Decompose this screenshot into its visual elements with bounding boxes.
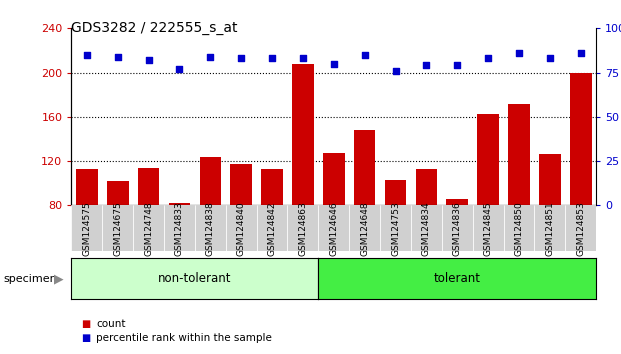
Text: specimen: specimen bbox=[3, 274, 57, 284]
Point bbox=[545, 56, 555, 61]
Point bbox=[391, 68, 401, 74]
Bar bbox=[230, 164, 252, 294]
FancyBboxPatch shape bbox=[504, 205, 535, 251]
Bar bbox=[107, 181, 129, 294]
Point bbox=[452, 63, 462, 68]
FancyBboxPatch shape bbox=[226, 205, 256, 251]
Point bbox=[82, 52, 92, 58]
FancyBboxPatch shape bbox=[102, 205, 133, 251]
Point bbox=[267, 56, 277, 61]
Point bbox=[483, 56, 493, 61]
Text: GDS3282 / 222555_s_at: GDS3282 / 222555_s_at bbox=[71, 21, 238, 35]
FancyBboxPatch shape bbox=[473, 205, 504, 251]
Text: GSM124863: GSM124863 bbox=[299, 201, 307, 256]
FancyBboxPatch shape bbox=[288, 205, 319, 251]
Point bbox=[422, 63, 432, 68]
Text: GSM124675: GSM124675 bbox=[113, 201, 122, 256]
Bar bbox=[385, 180, 406, 294]
Text: GSM124836: GSM124836 bbox=[453, 201, 462, 256]
Text: GSM124838: GSM124838 bbox=[206, 201, 215, 256]
Text: GSM124575: GSM124575 bbox=[83, 201, 91, 256]
FancyBboxPatch shape bbox=[565, 205, 596, 251]
Bar bbox=[261, 169, 283, 294]
Text: non-tolerant: non-tolerant bbox=[158, 272, 232, 285]
Text: GSM124646: GSM124646 bbox=[329, 201, 338, 256]
Text: GSM124851: GSM124851 bbox=[545, 201, 555, 256]
Bar bbox=[508, 104, 530, 294]
Point bbox=[329, 61, 339, 67]
FancyBboxPatch shape bbox=[411, 205, 442, 251]
Bar bbox=[138, 168, 160, 294]
FancyBboxPatch shape bbox=[380, 205, 411, 251]
Point bbox=[113, 54, 123, 59]
Bar bbox=[169, 203, 190, 294]
Text: GSM124840: GSM124840 bbox=[237, 201, 246, 256]
Bar bbox=[415, 169, 437, 294]
FancyBboxPatch shape bbox=[535, 205, 565, 251]
FancyBboxPatch shape bbox=[195, 205, 226, 251]
Bar bbox=[539, 154, 561, 294]
Point bbox=[236, 56, 246, 61]
FancyBboxPatch shape bbox=[442, 205, 473, 251]
Point bbox=[576, 50, 586, 56]
Point bbox=[360, 52, 369, 58]
Text: tolerant: tolerant bbox=[433, 272, 481, 285]
Text: GSM124753: GSM124753 bbox=[391, 201, 400, 256]
Text: GSM124748: GSM124748 bbox=[144, 201, 153, 256]
Text: GSM124842: GSM124842 bbox=[268, 201, 276, 256]
FancyBboxPatch shape bbox=[256, 205, 288, 251]
FancyBboxPatch shape bbox=[319, 205, 349, 251]
Text: GSM124648: GSM124648 bbox=[360, 201, 369, 256]
Point bbox=[514, 50, 524, 56]
FancyBboxPatch shape bbox=[133, 205, 164, 251]
Bar bbox=[76, 169, 97, 294]
FancyBboxPatch shape bbox=[71, 205, 102, 251]
Text: GSM124850: GSM124850 bbox=[514, 201, 524, 256]
FancyBboxPatch shape bbox=[349, 205, 380, 251]
Bar bbox=[354, 130, 376, 294]
Point bbox=[298, 56, 308, 61]
Point bbox=[143, 57, 153, 63]
Bar bbox=[446, 199, 468, 294]
Text: GSM124853: GSM124853 bbox=[576, 201, 585, 256]
Bar bbox=[199, 156, 221, 294]
Text: ■: ■ bbox=[81, 333, 90, 343]
Text: GSM124833: GSM124833 bbox=[175, 201, 184, 256]
Bar bbox=[478, 114, 499, 294]
Point bbox=[175, 66, 184, 72]
Text: ▶: ▶ bbox=[54, 272, 64, 285]
Bar bbox=[323, 153, 345, 294]
Text: GSM124834: GSM124834 bbox=[422, 201, 431, 256]
Text: GSM124845: GSM124845 bbox=[484, 201, 492, 256]
Bar bbox=[292, 64, 314, 294]
Text: percentile rank within the sample: percentile rank within the sample bbox=[96, 333, 272, 343]
FancyBboxPatch shape bbox=[164, 205, 195, 251]
Text: count: count bbox=[96, 319, 126, 329]
Point bbox=[206, 54, 215, 59]
Text: ■: ■ bbox=[81, 319, 90, 329]
Bar bbox=[570, 73, 592, 294]
